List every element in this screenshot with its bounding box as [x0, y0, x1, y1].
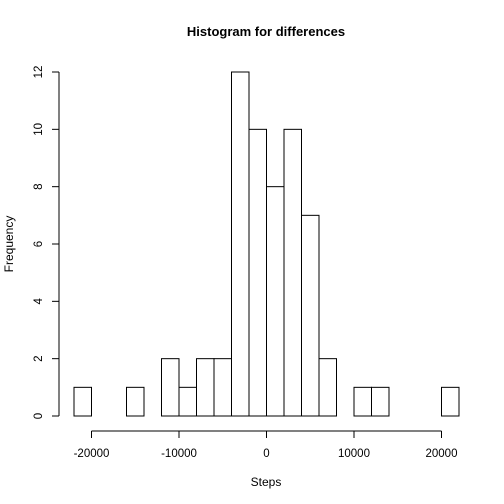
histogram-bar-8 — [213, 358, 232, 417]
y-tick-label-0: 0 — [33, 413, 45, 419]
histogram-bar-16 — [353, 386, 372, 417]
x-tick-label-1: -10000 — [161, 448, 197, 460]
histogram-bar-10 — [248, 128, 267, 417]
x-tick-label-2: 0 — [263, 448, 269, 460]
y-tick-label-5: 10 — [33, 123, 45, 136]
histogram-bar-3 — [126, 386, 145, 417]
histogram-bar-13 — [301, 214, 320, 417]
histogram-bar-6 — [178, 386, 197, 417]
y-tick-label-1: 2 — [33, 355, 45, 361]
x-tick-label-3: 10000 — [338, 448, 370, 460]
x-axis: -20000 -10000 0 10000 20000 — [74, 430, 458, 460]
y-axis: 0 2 4 6 8 10 12 — [33, 66, 60, 419]
x-axis-label: Steps — [251, 475, 282, 489]
y-axis-label: Frequency — [2, 216, 16, 273]
histogram-bar-21 — [441, 386, 460, 417]
histogram-bar-12 — [283, 128, 302, 417]
histogram-bar-5 — [161, 358, 180, 417]
histogram-bar-0 — [73, 386, 92, 417]
y-tick-label-6: 12 — [33, 66, 45, 79]
histogram-bar-17 — [371, 386, 390, 417]
y-tick-label-2: 4 — [33, 298, 45, 305]
chart-title: Histogram for differences — [187, 24, 345, 39]
bars-group — [73, 71, 460, 417]
histogram-bar-11 — [266, 186, 285, 417]
y-tick-label-3: 6 — [33, 241, 45, 247]
y-tick-label-4: 8 — [33, 183, 45, 189]
x-tick-label-4: 20000 — [426, 448, 458, 460]
histogram-bar-7 — [196, 358, 215, 417]
histogram-bar-9 — [231, 71, 250, 417]
histogram-bar-14 — [318, 358, 337, 417]
x-tick-label-0: -20000 — [74, 448, 110, 460]
